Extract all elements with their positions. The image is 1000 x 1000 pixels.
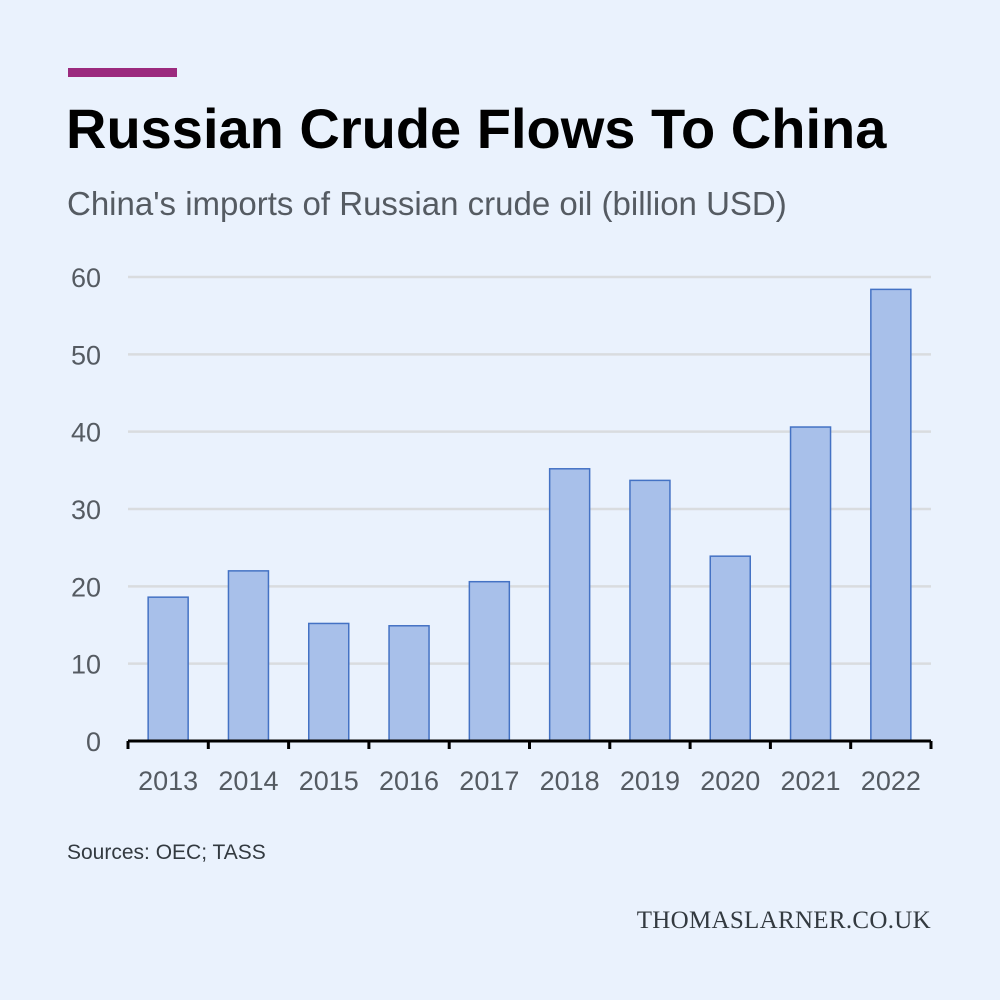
bar: [870, 288, 912, 742]
x-tick-label: 2017: [459, 766, 519, 796]
y-tick-label: 0: [86, 727, 101, 757]
y-tick-label: 20: [71, 572, 101, 602]
y-tick-label: 50: [71, 340, 101, 370]
bar: [308, 622, 350, 742]
bar: [147, 596, 189, 742]
chart-title: Russian Crude Flows To China: [66, 97, 887, 160]
x-axis-tick-labels: 2013 2014 2015 2016 2017 2018 2019 2020 2021 2022: [138, 766, 921, 796]
bar: [709, 555, 751, 742]
y-tick-label: 60: [71, 263, 101, 293]
site-watermark: THOMASLARNER.CO.UK: [636, 907, 931, 934]
y-axis-tick-labels: 0 10 20 30 40 50 60: [71, 263, 101, 757]
x-tick-label: 2021: [781, 766, 841, 796]
y-tick-label: 40: [71, 418, 101, 448]
x-axis: [126, 739, 933, 749]
accent-bar: [68, 68, 177, 77]
x-tick-label: 2015: [299, 766, 359, 796]
y-tick-label: 30: [71, 495, 101, 525]
x-tick-label: 2020: [700, 766, 760, 796]
bar: [227, 570, 270, 742]
y-tick-label: 10: [71, 650, 101, 680]
bar: [629, 479, 671, 742]
bar: [789, 426, 832, 742]
x-tick-label: 2018: [540, 766, 600, 796]
x-tick-label: 2019: [620, 766, 680, 796]
x-tick-label: 2016: [379, 766, 439, 796]
bar: [468, 580, 511, 742]
bar: [548, 468, 591, 742]
bar: [388, 625, 430, 742]
bars: [147, 288, 912, 742]
x-tick-label: 2022: [861, 766, 921, 796]
chart-subtitle: China's imports of Russian crude oil (bi…: [67, 185, 787, 222]
x-tick-label: 2013: [138, 766, 198, 796]
x-tick-label: 2014: [218, 766, 278, 796]
source-note: Sources: OEC; TASS: [67, 841, 266, 864]
